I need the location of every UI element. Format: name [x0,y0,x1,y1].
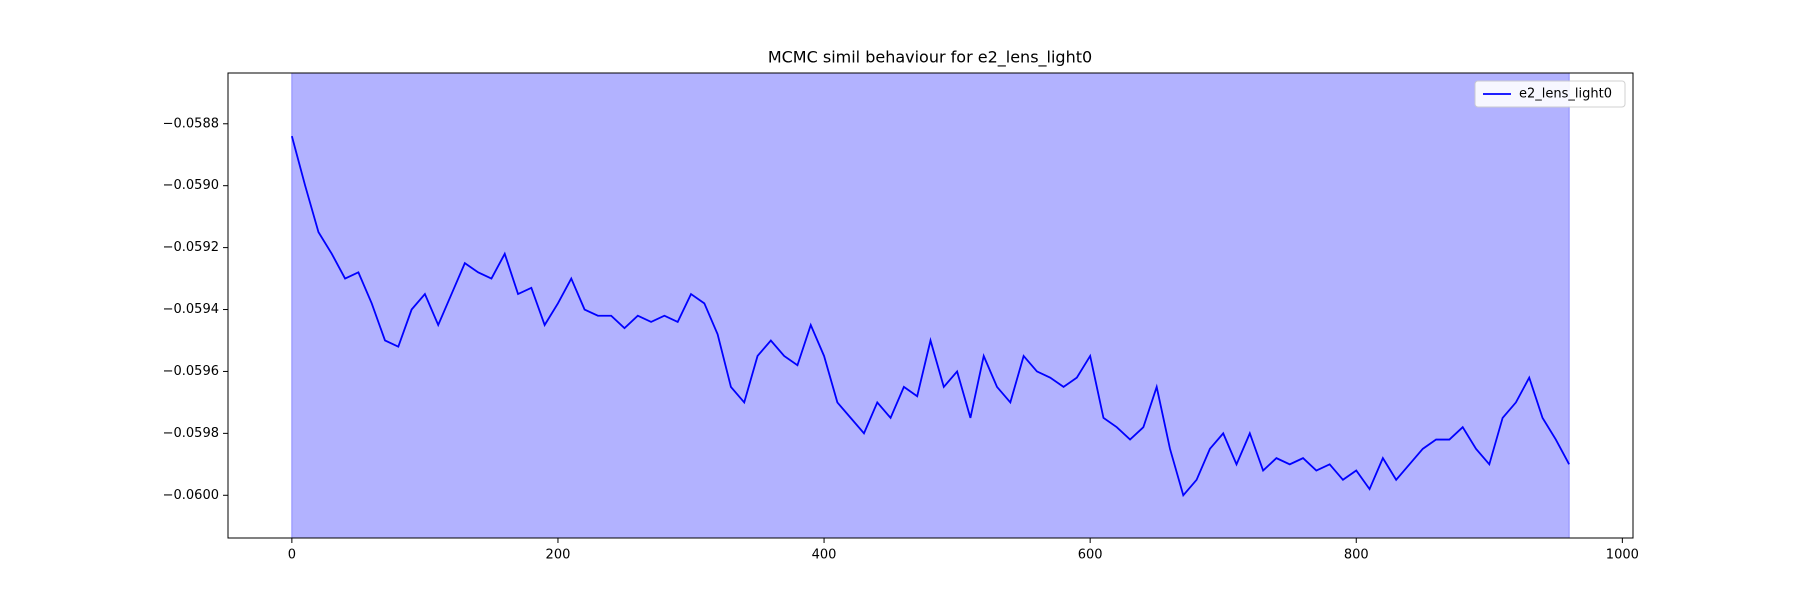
plot-frame [227,72,1634,539]
x-tick-label: 800 [1344,548,1369,563]
legend-box [1474,80,1626,108]
shaded-span [291,72,1570,539]
y-tick-label: −0.0598 [163,426,219,441]
y-tick-label: −0.0594 [163,302,219,317]
x-tick-label: 600 [1078,548,1103,563]
x-tick-label: 200 [546,548,571,563]
x-tick-label: 400 [812,548,837,563]
x-tick-label: 0 [288,548,296,563]
chart-title: MCMC simil behaviour for e2_lens_light0 [768,48,1092,68]
legend-label: e2_lens_light0 [1519,87,1612,102]
data-line [290,135,1570,498]
y-tick-label: −0.0590 [163,178,219,193]
x-tick-label: 1000 [1606,548,1639,563]
y-tick-label: −0.0592 [163,240,219,255]
y-tick-label: −0.0600 [163,488,219,503]
y-tick-label: −0.0588 [163,116,219,131]
y-tick-label: −0.0596 [163,364,219,379]
legend: e2_lens_light0 [1474,80,1626,108]
